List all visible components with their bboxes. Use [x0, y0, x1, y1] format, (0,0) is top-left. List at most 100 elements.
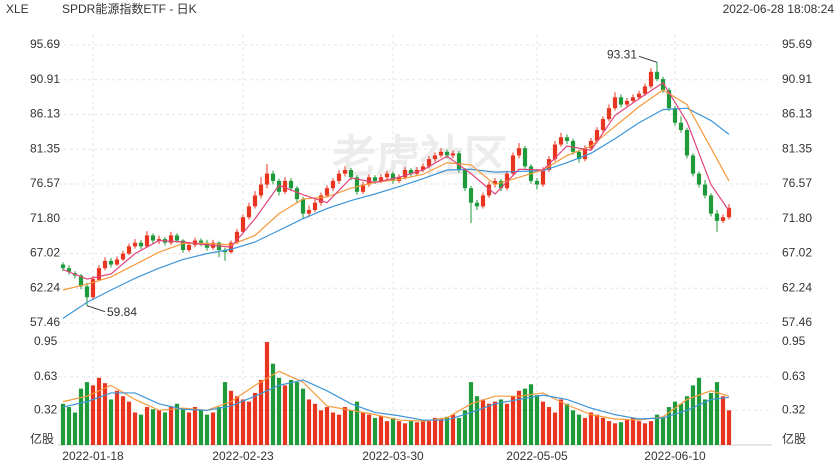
candle-body [522, 148, 528, 167]
volume-bar [654, 414, 660, 445]
volume-bar [690, 385, 696, 445]
candle-body [174, 235, 180, 241]
volume-bar [336, 414, 342, 445]
candle-body [300, 199, 306, 214]
volume-bar [402, 423, 408, 445]
candle-body [612, 97, 618, 109]
candle-body [534, 180, 540, 185]
y-tick-label: 62.24 [30, 280, 60, 294]
volume-bar [270, 363, 276, 445]
volume-bar [114, 390, 120, 445]
candle-body [564, 137, 570, 141]
candle-body [354, 177, 360, 192]
y-tick-label: 0.95 [782, 334, 806, 348]
volume-bar [420, 420, 426, 445]
candle-body [702, 184, 708, 196]
volume-bar [552, 412, 558, 445]
candle-body [696, 173, 702, 185]
volume-bar [636, 421, 642, 445]
y-tick-label: 95.69 [30, 37, 60, 51]
candle-body [324, 188, 330, 196]
candle-body [252, 195, 258, 207]
candle-body [654, 71, 660, 80]
candle-body [102, 260, 108, 269]
candle-body [288, 180, 294, 189]
candle-body [132, 242, 138, 247]
x-tick-label: 2022-01-18 [62, 449, 124, 463]
candle-body [390, 173, 396, 181]
volume-bar [684, 396, 690, 445]
volume-bar [606, 421, 612, 445]
volume-bar [696, 377, 702, 445]
ma-line [62, 379, 730, 421]
volume-bar [144, 407, 150, 445]
volume-bar [432, 417, 438, 445]
volume-bar [84, 382, 90, 445]
volume-bar [492, 401, 498, 445]
volume-bar [60, 403, 66, 445]
volume-bar [630, 417, 636, 445]
volume-bar [576, 414, 582, 445]
y-tick-label: 0.95 [34, 334, 58, 348]
y-tick-label: 95.69 [782, 37, 812, 51]
candle-body [408, 170, 414, 174]
chart-title: SPDR能源指数ETF - 日K [62, 1, 197, 16]
candle-body [78, 275, 84, 287]
volume-bar [672, 401, 678, 445]
candle-body [678, 122, 684, 131]
candle-body [480, 195, 486, 207]
y-tick-label: 90.91 [782, 72, 812, 86]
candle-body [186, 244, 192, 250]
volume-bar [462, 410, 468, 445]
candle-body [360, 184, 366, 192]
candle-body [264, 173, 270, 185]
volume-bar [666, 407, 672, 445]
volume-bar [228, 390, 234, 445]
candle-body [198, 240, 204, 243]
candle-body [510, 155, 516, 174]
volume-bar [342, 407, 348, 445]
volume-bar [318, 410, 324, 445]
candle-body [438, 151, 444, 156]
candle-body [420, 166, 426, 171]
volume-bar [486, 403, 492, 445]
volume-bar [390, 417, 396, 445]
volume-bar [366, 414, 372, 445]
volume-bar [282, 385, 288, 445]
annotation-line [638, 55, 658, 63]
volume-bar [528, 384, 534, 445]
candle-body [336, 173, 342, 181]
y-tick-label: 57.46 [782, 315, 812, 329]
volume-bar [594, 414, 600, 445]
candle-body [348, 170, 354, 178]
volume-bar [132, 412, 138, 445]
volume-bar [252, 392, 258, 445]
volume-bar [162, 412, 168, 445]
candle-body [570, 140, 576, 152]
candle-body [630, 97, 636, 101]
candle-body [666, 90, 672, 109]
volume-bar [234, 396, 240, 445]
candle-body [492, 180, 498, 185]
y-tick-label: 67.02 [30, 246, 60, 260]
candle-body [294, 188, 300, 200]
y-tick-label: 0.63 [34, 369, 58, 383]
volume-bar [294, 382, 300, 445]
volume-bar [126, 401, 132, 445]
candle-body [726, 207, 732, 218]
volume-bar [714, 382, 720, 445]
ma-line [62, 81, 730, 280]
candle-body [66, 268, 72, 272]
volume-bar [450, 414, 456, 445]
volume-bar [324, 407, 330, 445]
volume-bar [276, 377, 282, 445]
candle-body [192, 240, 198, 245]
volume-bar [582, 417, 588, 445]
candle-body [402, 170, 408, 178]
volume-bar [396, 421, 402, 445]
volume-unit: 亿股 [782, 431, 806, 446]
volume-bar [648, 421, 654, 445]
volume-bar [240, 399, 246, 445]
volume-bar [546, 407, 552, 445]
